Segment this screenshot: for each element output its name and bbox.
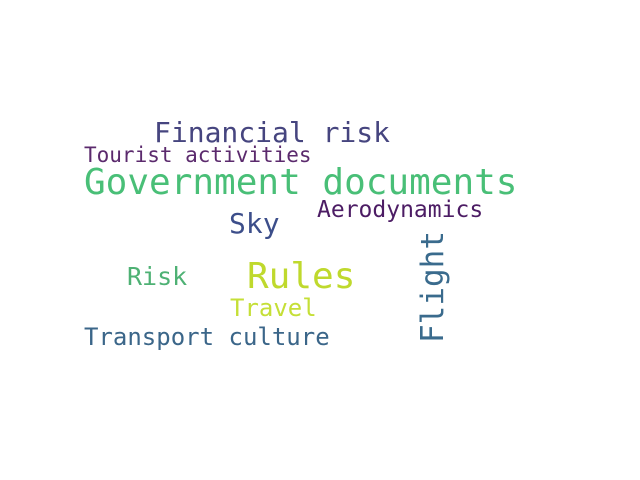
word-flight: Flight [415,231,451,343]
word-risk: Risk [127,262,188,291]
word-aerodynamics: Aerodynamics [317,197,484,223]
word-government-documents: Government documents [84,162,518,203]
word-financial-risk: Financial risk [154,116,391,149]
word-tourist-activities: Tourist activities [84,143,312,167]
word-rules: Rules [247,256,356,297]
word-sky: Sky [229,207,280,240]
word-transport-culture: Transport culture [84,323,330,351]
word-travel: Travel [230,294,317,322]
